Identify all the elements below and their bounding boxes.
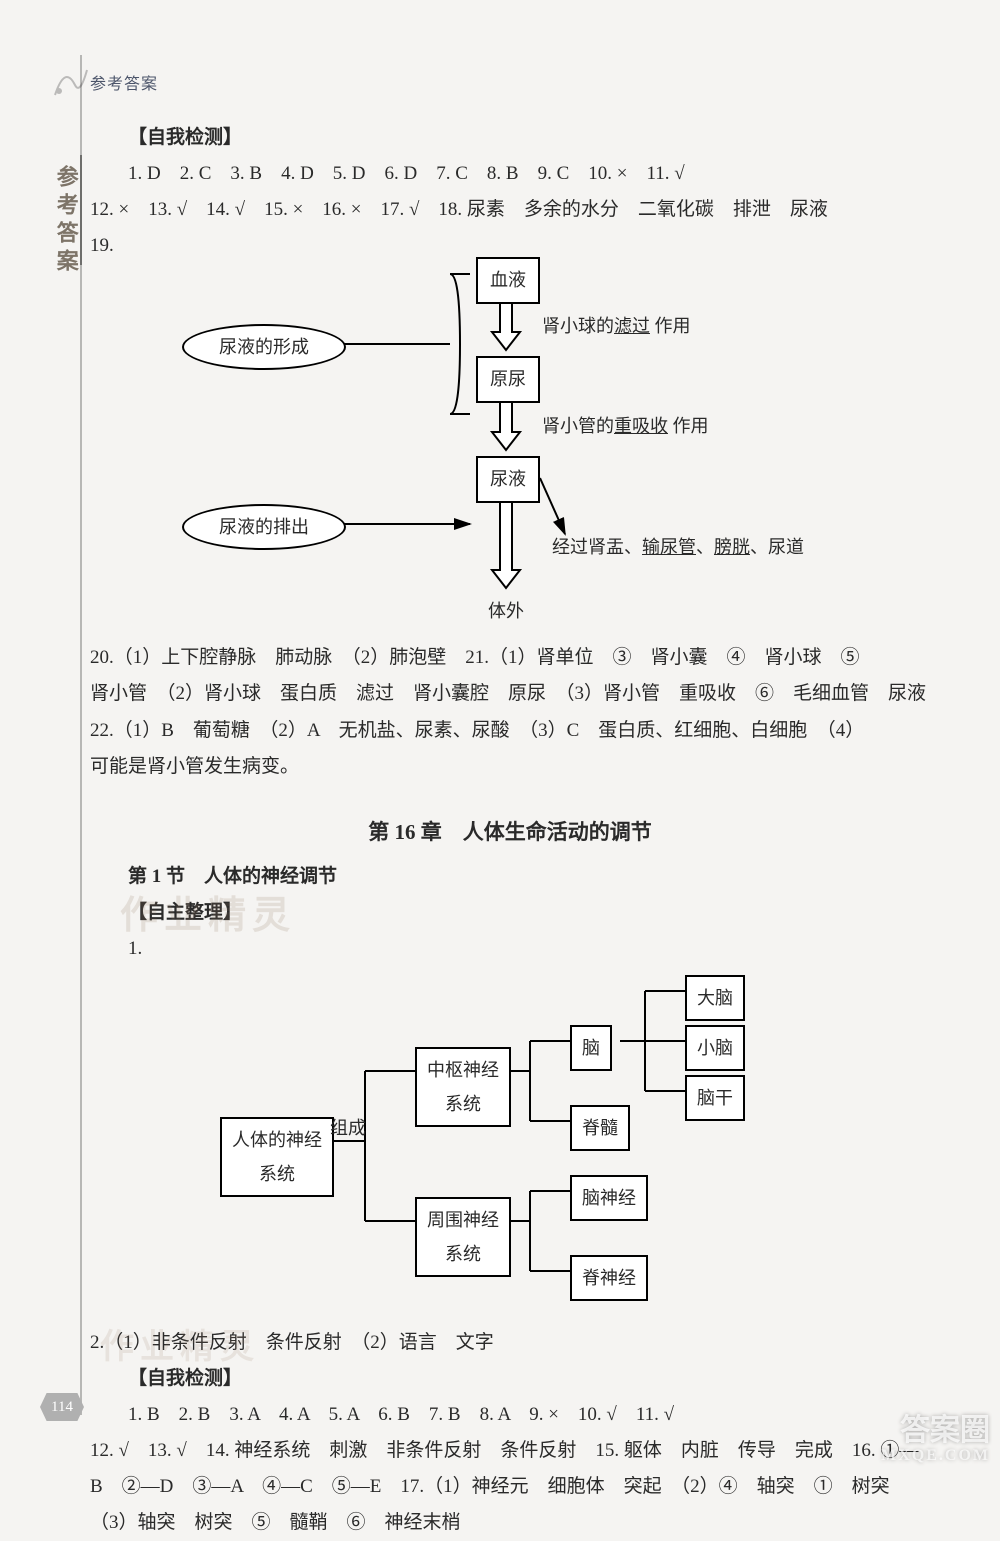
page-number: 114 (40, 1393, 84, 1421)
side-label: 参考答案 (45, 165, 87, 277)
peripheral-ns-box: 周围神经系统 (415, 1197, 511, 1277)
label-text: 作用 (655, 316, 691, 336)
box-blood: 血液 (476, 257, 540, 303)
label-underline: 膀胱 (714, 537, 750, 557)
watermark-text: 作业精灵 (120, 880, 296, 952)
answers-line: 20.（1）上下腔静脉 肺动脉 （2）肺泡壁 21.（1）肾单位 ③ 肾小囊 ④… (90, 640, 930, 784)
label-path: 经过肾盂、输尿管、膀胱、尿道 (552, 530, 812, 564)
label-text: 肾小管的 (542, 416, 614, 436)
root-side-label: 组成 (330, 1111, 366, 1145)
page-number-badge: 114 (40, 1393, 84, 1421)
label-text: 作用 (673, 416, 709, 436)
brain-box: 脑 (570, 1025, 612, 1071)
answers-line: 1. D 2. C 3. B 4. D 5. D 6. D 7. C 8. B … (90, 156, 930, 192)
label-text: 经过肾盂、 (552, 537, 642, 557)
chapter-title: 第 16 章 人体生命活动的调节 (90, 813, 930, 853)
nervous-system-tree: 人体的神经系统 组成 中枢神经系统 周围神经系统 脑 脊髓 大脑 小脑 脑干 脑… (190, 971, 840, 1321)
page: 参考答案 参考答案 【自我检测】 1. D 2. C 3. B 4. D 5. … (0, 0, 1000, 1471)
answers-line: 12. × 13. √ 14. √ 15. × 16. × 17. √ 18. … (90, 192, 930, 228)
cerebrum-box: 大脑 (685, 975, 745, 1021)
self-test-heading: 【自我检测】 (90, 120, 930, 156)
label-filtration: 肾小球的滤过 作用 (542, 309, 691, 343)
central-ns-box: 中枢神经系统 (415, 1047, 511, 1127)
label-text: 、 (696, 537, 714, 557)
answers-line: 12. √ 13. √ 14. 神经系统 刺激 非条件反射 条件反射 15. 躯… (90, 1433, 930, 1541)
cranial-nerve-box: 脑神经 (570, 1175, 648, 1221)
decor-icon (45, 55, 95, 105)
brand-watermark: 答案圈 MXQE.COM (881, 1414, 990, 1465)
label-reabsorption: 肾小管的重吸收 作用 (542, 409, 709, 443)
header-title: 参考答案 (90, 70, 158, 100)
brainstem-box: 脑干 (685, 1075, 745, 1121)
watermark-text: 作业精灵 (100, 1316, 260, 1381)
urine-formation-diagram: 尿液的形成 尿液的排出 血液 原尿 尿液 体外 肾小球的滤过 作用 肾小管的重吸… (170, 254, 810, 634)
label-underline: 重吸收 (614, 416, 668, 436)
box-urine: 尿液 (476, 456, 540, 502)
label-underline: 输尿管 (642, 537, 696, 557)
label-text: 肾小球的 (542, 316, 614, 336)
label-outside: 体外 (488, 594, 524, 628)
brand-top: 答案圈 (881, 1414, 990, 1447)
cerebellum-box: 小脑 (685, 1025, 745, 1071)
spinal-nerve-box: 脊神经 (570, 1255, 648, 1301)
brand-bottom: MXQE.COM (881, 1447, 990, 1465)
spinal-cord-box: 脊髓 (570, 1105, 630, 1151)
label-underline: 滤过 (614, 316, 650, 336)
answers-line: 1. B 2. B 3. A 4. A 5. A 6. B 7. B 8. A … (90, 1397, 930, 1433)
label-text: 、尿道 (750, 537, 804, 557)
diagram-connectors (170, 254, 810, 634)
box-primary-urine: 原尿 (476, 356, 540, 402)
root-box: 人体的神经系统 (220, 1117, 334, 1197)
